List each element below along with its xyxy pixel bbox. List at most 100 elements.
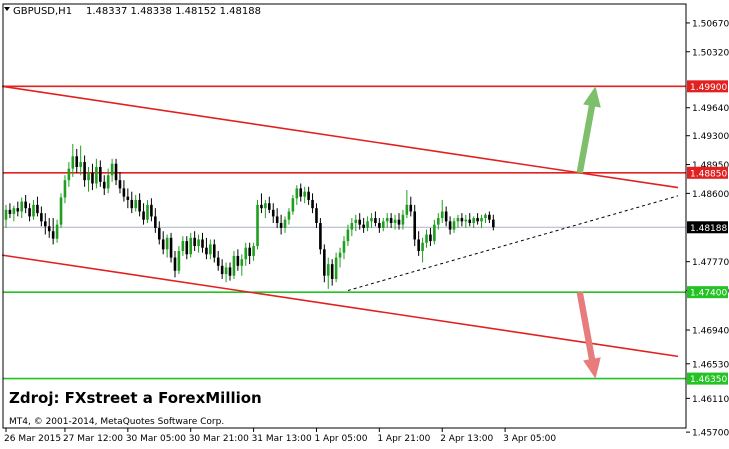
candle[interactable] (47, 218, 51, 238)
candle[interactable] (468, 213, 472, 227)
candle[interactable] (385, 213, 389, 228)
candle[interactable] (268, 196, 271, 214)
symbol-dropdown-icon[interactable] (4, 7, 10, 11)
candle[interactable] (138, 193, 141, 217)
candle[interactable] (209, 239, 212, 260)
candle[interactable] (429, 227, 432, 247)
candle[interactable] (362, 218, 365, 233)
candle[interactable] (338, 247, 342, 268)
candle[interactable] (397, 213, 401, 230)
candle[interactable] (350, 218, 354, 237)
candle[interactable] (224, 262, 228, 283)
candle[interactable] (232, 250, 236, 279)
candle[interactable] (126, 188, 130, 209)
candle[interactable] (212, 239, 216, 263)
candle[interactable] (165, 234, 169, 258)
candle[interactable] (220, 259, 224, 279)
candle[interactable] (374, 211, 377, 227)
candle[interactable] (393, 214, 397, 230)
candle[interactable] (354, 214, 358, 232)
candle[interactable] (79, 145, 82, 176)
candle[interactable] (437, 213, 440, 230)
candle[interactable] (303, 186, 306, 204)
candle[interactable] (378, 218, 381, 233)
candle[interactable] (381, 218, 385, 232)
candle[interactable] (59, 193, 63, 228)
candle[interactable] (24, 195, 27, 214)
candle[interactable] (106, 168, 110, 194)
candle[interactable] (283, 216, 287, 233)
candle[interactable] (299, 183, 303, 202)
candle[interactable] (36, 196, 39, 217)
candle[interactable] (28, 203, 31, 222)
candle[interactable] (118, 171, 122, 194)
candle[interactable] (287, 208, 291, 225)
candle[interactable] (110, 158, 114, 182)
candle[interactable] (440, 199, 444, 223)
candle[interactable] (193, 231, 196, 251)
candle[interactable] (460, 213, 464, 227)
candle[interactable] (228, 262, 232, 281)
candle[interactable] (311, 193, 314, 214)
candle[interactable] (464, 214, 468, 228)
candle[interactable] (413, 204, 417, 247)
candle[interactable] (189, 232, 193, 258)
candle[interactable] (146, 199, 149, 223)
candle[interactable] (75, 148, 79, 173)
candle[interactable] (444, 206, 448, 227)
candle[interactable] (330, 259, 334, 286)
candle[interactable] (197, 234, 200, 253)
candle[interactable] (401, 209, 405, 230)
candle[interactable] (275, 208, 279, 228)
candle[interactable] (142, 203, 145, 225)
candle[interactable] (4, 204, 8, 228)
candle[interactable] (358, 213, 361, 230)
candle[interactable] (433, 219, 436, 245)
candle[interactable] (8, 203, 12, 219)
candle[interactable] (134, 195, 137, 212)
candle[interactable] (279, 214, 283, 235)
candle[interactable] (260, 193, 263, 214)
candle[interactable] (252, 242, 255, 261)
candle[interactable] (456, 214, 460, 228)
candle[interactable] (334, 252, 338, 283)
candle[interactable] (256, 199, 259, 250)
candle[interactable] (67, 162, 71, 187)
candle[interactable] (315, 203, 318, 228)
candle[interactable] (51, 218, 55, 245)
candle[interactable] (405, 190, 409, 219)
candle[interactable] (389, 213, 393, 228)
candle[interactable] (161, 231, 165, 255)
candle[interactable] (91, 163, 94, 191)
candle[interactable] (99, 160, 102, 187)
candle[interactable] (248, 242, 251, 265)
candle[interactable] (264, 199, 267, 219)
candle[interactable] (480, 214, 483, 228)
channel-trendline[interactable] (1, 254, 679, 358)
candle[interactable] (291, 195, 295, 215)
dashed-trendline[interactable] (347, 195, 679, 291)
candle[interactable] (71, 143, 75, 177)
candle[interactable] (40, 206, 43, 227)
candle[interactable] (425, 229, 428, 248)
candle[interactable] (177, 246, 181, 275)
candle[interactable] (476, 213, 479, 225)
candle[interactable] (157, 221, 161, 245)
candle[interactable] (326, 257, 330, 289)
candle[interactable] (319, 218, 322, 255)
candle[interactable] (409, 196, 413, 217)
candle[interactable] (240, 254, 244, 276)
candle[interactable] (185, 236, 189, 260)
candle[interactable] (44, 213, 47, 235)
candle[interactable] (342, 236, 346, 260)
candle[interactable] (181, 236, 185, 256)
candle[interactable] (63, 175, 67, 204)
candle[interactable] (448, 216, 452, 235)
candle[interactable] (173, 250, 177, 278)
candle[interactable] (472, 216, 475, 228)
candle[interactable] (55, 219, 59, 243)
candle[interactable] (216, 250, 220, 271)
candle[interactable] (370, 213, 373, 228)
candle[interactable] (20, 197, 24, 219)
